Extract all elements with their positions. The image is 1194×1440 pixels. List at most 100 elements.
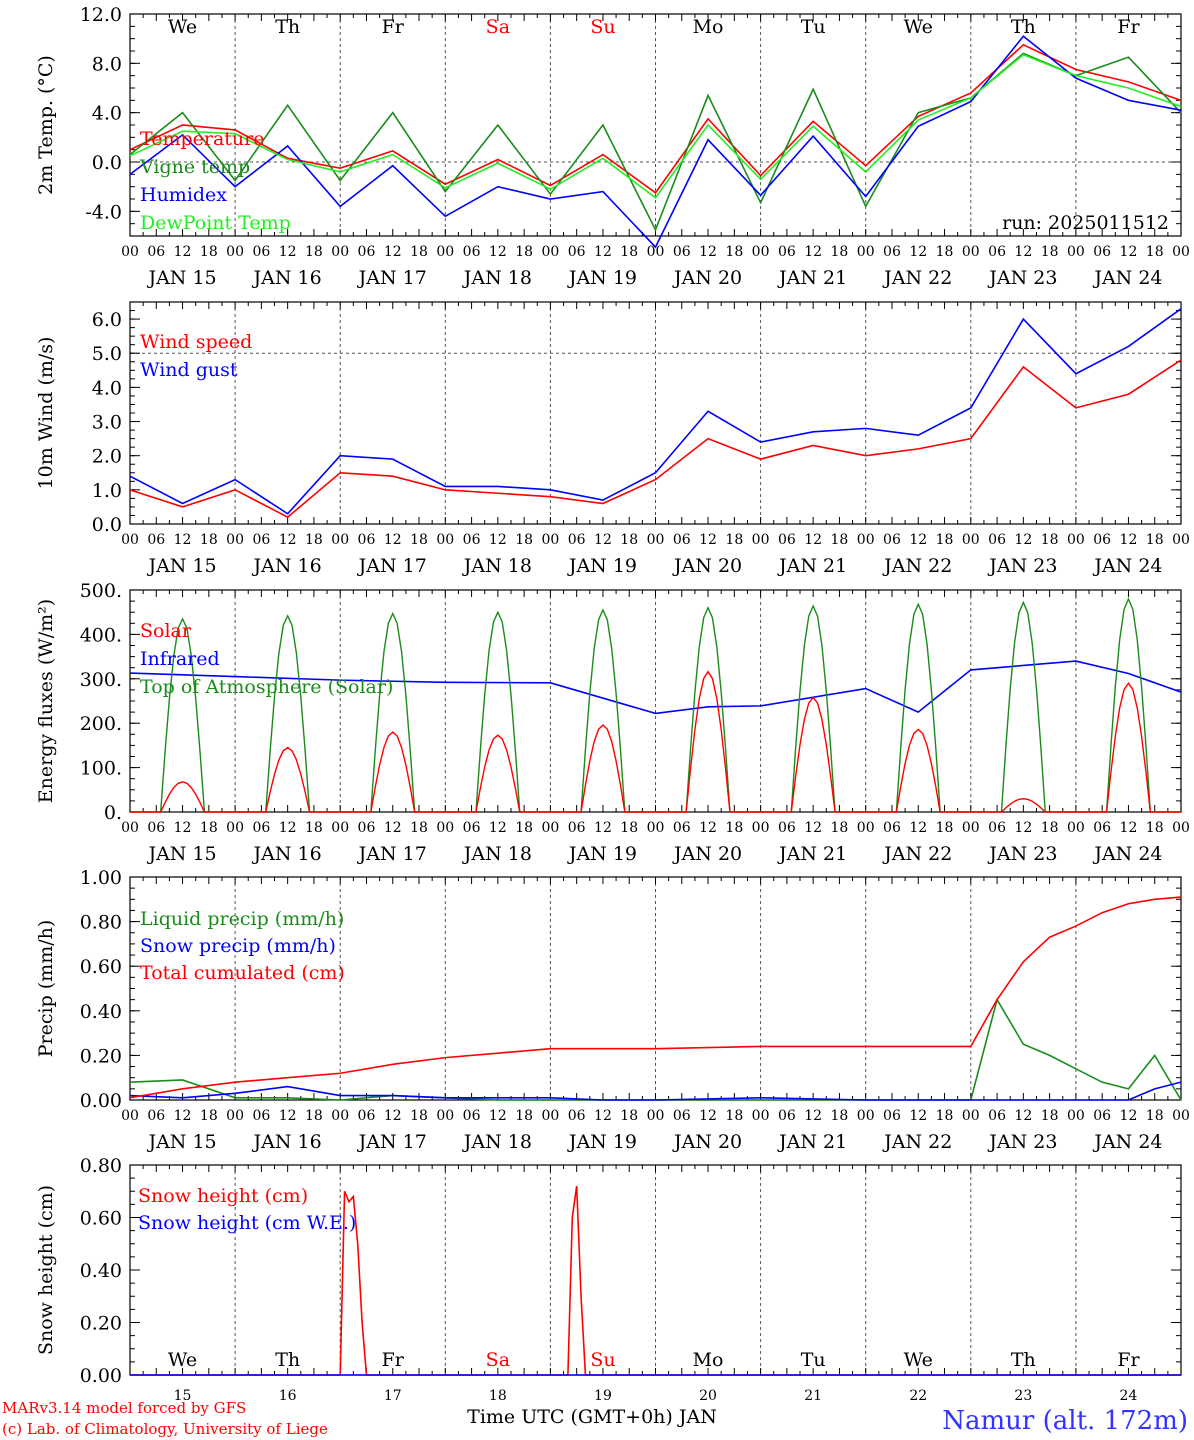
day-number-label: 16	[279, 1388, 297, 1404]
date-label: JAN 21	[777, 1131, 847, 1153]
y-tick-label: 1.00	[80, 867, 122, 889]
y-tick-label: 0.80	[80, 912, 122, 934]
hour-label: 18	[620, 244, 638, 260]
date-label: JAN 23	[987, 555, 1057, 577]
hour-label: 06	[673, 244, 691, 260]
hour-label: 18	[200, 532, 218, 548]
hour-label: 00	[857, 244, 875, 260]
y-tick-label: 8.0	[92, 53, 122, 75]
date-label: JAN 21	[777, 843, 847, 865]
hour-label: 06	[252, 1108, 270, 1124]
hour-label: 18	[620, 532, 638, 548]
hour-label: 18	[200, 1108, 218, 1124]
y-tick-label: 0.20	[80, 1313, 122, 1335]
hour-label: 18	[936, 244, 954, 260]
legend-entry: DewPoint Temp	[140, 212, 291, 234]
day-number-label: 19	[594, 1388, 612, 1404]
hour-label: 06	[988, 244, 1006, 260]
panel-2: 6.0 5.0 4.0 3.0 2.0 1.0 0.0 10m Wind (m/s) 00 06 1…	[35, 301, 1190, 577]
hour-label: 18	[1041, 1108, 1059, 1124]
y-axis-label: 10m Wind (m/s)	[35, 337, 57, 490]
hour-label: 12	[804, 244, 822, 260]
weekday-label: Tu	[801, 1349, 826, 1371]
hour-label: 00	[1067, 820, 1085, 836]
hour-label: 12	[1120, 820, 1138, 836]
hour-label: 06	[568, 532, 586, 548]
hour-label: 12	[174, 244, 192, 260]
hour-label: 00	[962, 820, 980, 836]
date-label: JAN 18	[462, 555, 532, 577]
hour-label: 00	[541, 1108, 559, 1124]
series-line	[129, 1081, 1182, 1101]
y-tick-label: -4.0	[85, 201, 122, 223]
date-label: JAN 16	[252, 267, 322, 289]
date-label: JAN 15	[146, 267, 216, 289]
hour-label: 06	[778, 1108, 796, 1124]
date-label: JAN 19	[567, 555, 637, 577]
hour-label: 06	[463, 244, 481, 260]
hour-label: 06	[1093, 820, 1111, 836]
date-label: JAN 23	[987, 1131, 1057, 1153]
date-label: JAN 23	[987, 843, 1057, 865]
panel-1: 12.0 8.0 4.0 0.0 -4.0 2m Temp. (°C) We Th Fr Sa Su…	[35, 4, 1190, 289]
day-number-label: 21	[804, 1388, 822, 1404]
y-tick-label: 1.0	[92, 480, 122, 502]
hour-label: 12	[1014, 820, 1032, 836]
daily-flux-line	[130, 670, 1181, 813]
weekday-label: We	[168, 16, 197, 38]
weekday-label: Th	[275, 16, 300, 38]
day-number-label: 22	[909, 1388, 927, 1404]
hour-label: 12	[1120, 532, 1138, 548]
y-tick-label: 0.40	[80, 1260, 122, 1282]
hour-label: 06	[1093, 532, 1111, 548]
day-number-label: 18	[489, 1388, 507, 1404]
hour-label: 18	[305, 1108, 323, 1124]
hour-label: 12	[699, 820, 717, 836]
hour-label: 18	[936, 532, 954, 548]
hour-label: 12	[699, 532, 717, 548]
hour-label: 06	[358, 244, 376, 260]
run-label: run: 2025011512	[1002, 212, 1169, 234]
day-number-label: 15	[174, 1388, 192, 1404]
weekday-label: Su	[590, 16, 615, 38]
hour-label: 00	[1067, 532, 1085, 548]
hour-label: 12	[594, 532, 612, 548]
legend-entry: Total cumulated (cm)	[140, 962, 345, 984]
legend-entry: Temperature	[140, 128, 264, 150]
y-tick-label: 200.	[80, 713, 122, 735]
hour-label: 18	[1146, 1108, 1164, 1124]
series-line	[129, 308, 1182, 515]
date-label: JAN 17	[357, 843, 427, 865]
hour-label: 18	[831, 532, 849, 548]
date-label: JAN 15	[146, 555, 216, 577]
y-axis-label: Energy fluxes (W/m²)	[35, 599, 57, 803]
hour-label: 12	[489, 244, 507, 260]
y-tick-label: 6.0	[92, 309, 122, 331]
hour-label: 12	[804, 1108, 822, 1124]
date-label: JAN 17	[357, 555, 427, 577]
weekday-label: Sa	[486, 1349, 510, 1371]
hour-label: 18	[410, 244, 428, 260]
hour-label: 00	[752, 1108, 770, 1124]
hour-label: 00	[541, 532, 559, 548]
hour-label: 00	[436, 244, 454, 260]
date-label: JAN 21	[777, 555, 847, 577]
hour-label: 12	[699, 244, 717, 260]
y-tick-label: 3.0	[92, 412, 122, 434]
hour-label: 00	[1172, 532, 1190, 548]
hour-label: 06	[568, 1108, 586, 1124]
date-label: JAN 24	[1092, 1131, 1162, 1153]
hour-label: 00	[121, 532, 139, 548]
hour-label: 12	[909, 1108, 927, 1124]
hour-label: 06	[463, 532, 481, 548]
hour-label: 18	[410, 532, 428, 548]
weekday-label: Th	[1011, 16, 1036, 38]
legend-entry: Top of Atmosphere (Solar)	[140, 676, 393, 698]
hour-label: 00	[226, 532, 244, 548]
weekday-label: Fr	[382, 1349, 405, 1371]
hour-label: 18	[620, 1108, 638, 1124]
day-number-label: 17	[384, 1388, 402, 1404]
weekday-label: We	[904, 16, 933, 38]
hour-label: 12	[594, 1108, 612, 1124]
hour-label: 18	[305, 532, 323, 548]
